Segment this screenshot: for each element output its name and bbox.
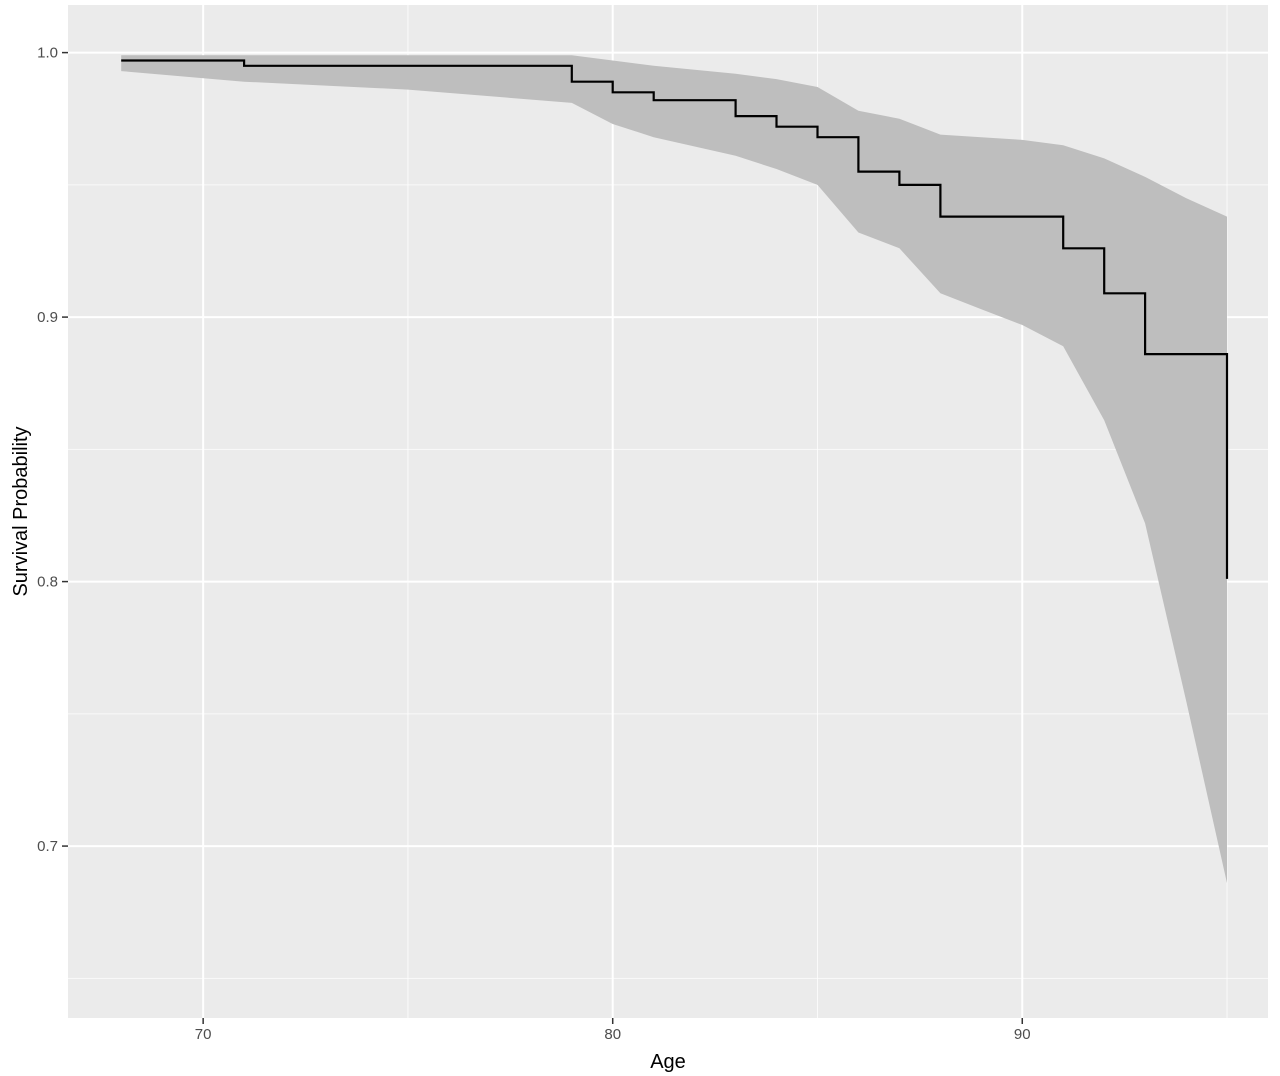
confidence-band-layer [121, 55, 1228, 884]
x-tick-label: 90 [1014, 1026, 1031, 1043]
y-tick-label: 0.7 [37, 838, 58, 855]
confidence-band [121, 55, 1228, 884]
axis-ticks: 70 80 90 0.7 0.8 0.9 1.0 [37, 45, 1030, 1043]
x-tick-label: 70 [195, 1026, 212, 1043]
major-gridlines [68, 5, 1268, 1018]
y-tick-label: 0.8 [37, 574, 58, 591]
x-tick-label: 80 [604, 1026, 621, 1043]
y-tick-label: 1.0 [37, 45, 58, 62]
y-tick-label: 0.9 [37, 309, 58, 326]
y-axis-title: Survival Probability [10, 426, 32, 596]
survival-curve [121, 59, 1229, 579]
survival-curve-layer [121, 59, 1229, 579]
x-axis-title: Age [650, 1051, 686, 1073]
